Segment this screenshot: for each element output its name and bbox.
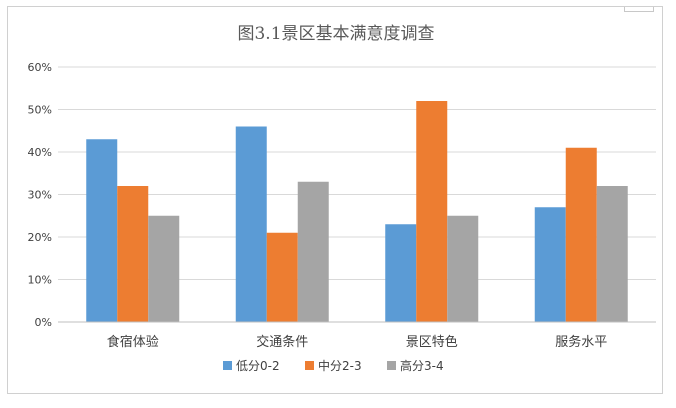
bar-2-4 <box>565 147 597 322</box>
chart-svg: 图3.1景区基本满意度调查 0% 10% 20% 30% 40% 50% 60% 食宿体验 交… <box>28 24 656 373</box>
bar-2-2 <box>266 232 298 322</box>
chart-title: 图3.1景区基本满意度调查 <box>237 24 434 44</box>
y-tick-label: 30% <box>28 189 52 202</box>
bar-2-3 <box>416 101 448 322</box>
legend-label-3: 高分3-4 <box>400 358 444 373</box>
y-tick-label: 40% <box>28 146 52 159</box>
x-axis-categories: 食宿体验 交通条件 景区特色 服务水平 <box>107 334 608 350</box>
bar-3-3 <box>447 215 479 322</box>
bar-1-1 <box>86 139 118 322</box>
x-category-label: 食宿体验 <box>107 334 159 350</box>
legend-label-2: 中分2-3 <box>318 358 362 373</box>
chart-resize-handle <box>624 7 654 12</box>
legend: 低分0-2 中分2-3 高分3-4 <box>223 358 444 373</box>
x-category-label: 服务水平 <box>555 334 607 350</box>
legend-swatch-1 <box>223 361 232 370</box>
bar-1-3 <box>385 224 417 322</box>
bar-2-1 <box>117 186 149 322</box>
bar-1-4 <box>534 207 566 322</box>
bar-1-2 <box>235 126 267 322</box>
bars <box>86 101 628 322</box>
bar-3-1 <box>148 215 180 322</box>
y-axis-ticks: 0% 10% 20% 30% 40% 50% 60% <box>28 61 52 329</box>
bar-3-2 <box>297 181 329 322</box>
x-category-label: 景区特色 <box>406 334 458 350</box>
chart-frame: 图3.1景区基本满意度调查 0% 10% 20% 30% 40% 50% 60% 食宿体验 交… <box>7 6 663 394</box>
y-tick-label: 10% <box>28 274 52 287</box>
legend-swatch-2 <box>305 361 314 370</box>
y-tick-label: 50% <box>28 104 52 117</box>
y-tick-label: 0% <box>35 316 52 329</box>
bar-3-4 <box>596 186 628 322</box>
x-category-label: 交通条件 <box>256 334 308 350</box>
legend-swatch-3 <box>387 361 396 370</box>
y-tick-label: 20% <box>28 231 52 244</box>
y-tick-label: 60% <box>28 61 52 74</box>
legend-label-1: 低分0-2 <box>236 359 280 373</box>
